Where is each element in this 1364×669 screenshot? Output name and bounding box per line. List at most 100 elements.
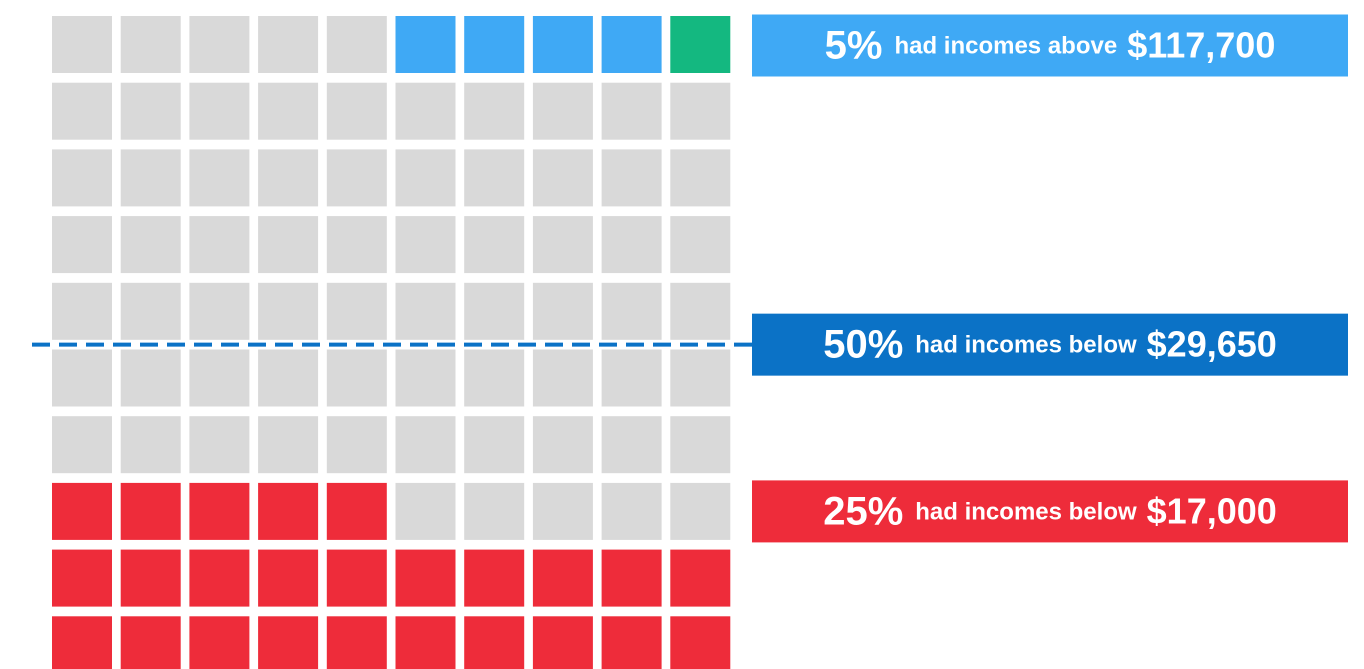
label-box — [752, 313, 1348, 376]
empty-square — [120, 149, 181, 207]
empty-square — [52, 416, 112, 474]
empty-square — [52, 149, 112, 207]
filled-square — [189, 616, 250, 669]
empty-square — [464, 416, 525, 474]
label-threshold: $117,700 — [1127, 24, 1275, 65]
empty-square — [601, 216, 662, 274]
empty-square — [326, 349, 387, 407]
filled-square — [120, 482, 181, 540]
empty-square — [601, 82, 662, 140]
empty-square — [52, 16, 112, 73]
empty-square — [52, 216, 112, 274]
empty-square — [258, 349, 319, 407]
empty-square — [464, 349, 525, 407]
empty-square — [258, 416, 319, 474]
label-percent: 25% — [823, 489, 903, 533]
empty-square — [532, 149, 593, 207]
filled-square — [52, 616, 112, 669]
filled-square — [258, 616, 319, 669]
empty-square — [670, 482, 731, 540]
empty-square — [258, 16, 319, 73]
empty-square — [326, 282, 387, 340]
empty-square — [532, 482, 593, 540]
filled-square — [52, 482, 112, 540]
filled-square — [670, 616, 731, 669]
label-text: 25% had incomes below $17,000 — [823, 489, 1277, 533]
filled-square — [601, 16, 662, 73]
empty-square — [464, 282, 525, 340]
empty-square — [670, 149, 731, 207]
empty-square — [670, 349, 731, 407]
empty-square — [532, 349, 593, 407]
empty-square — [189, 149, 250, 207]
empty-square — [326, 16, 387, 73]
filled-square — [189, 482, 250, 540]
label-box — [752, 480, 1348, 543]
filled-square — [601, 549, 662, 607]
empty-square — [189, 82, 250, 140]
filled-square — [532, 16, 593, 73]
empty-square — [601, 282, 662, 340]
empty-square — [601, 416, 662, 474]
empty-square — [189, 216, 250, 274]
empty-square — [120, 416, 181, 474]
empty-square — [258, 82, 319, 140]
empty-square — [532, 82, 593, 140]
empty-square — [326, 416, 387, 474]
empty-square — [52, 82, 112, 140]
empty-square — [395, 282, 456, 340]
filled-square — [326, 616, 387, 669]
empty-square — [189, 282, 250, 340]
empty-square — [395, 349, 456, 407]
filled-square — [670, 549, 731, 607]
empty-square — [326, 149, 387, 207]
empty-square — [326, 216, 387, 274]
filled-square — [258, 482, 319, 540]
filled-square — [670, 16, 731, 73]
empty-square — [189, 349, 250, 407]
filled-square — [326, 482, 387, 540]
label-desc: had incomes below — [915, 332, 1137, 359]
filled-square — [258, 549, 319, 607]
filled-square — [464, 616, 525, 669]
empty-square — [601, 349, 662, 407]
empty-square — [189, 16, 250, 73]
label-threshold: $17,000 — [1147, 490, 1277, 531]
empty-square — [601, 482, 662, 540]
empty-square — [532, 416, 593, 474]
empty-square — [464, 149, 525, 207]
empty-square — [532, 216, 593, 274]
empty-square — [120, 16, 181, 73]
empty-square — [464, 82, 525, 140]
empty-square — [395, 416, 456, 474]
empty-square — [395, 82, 456, 140]
filled-square — [464, 16, 525, 73]
filled-square — [52, 549, 112, 607]
empty-square — [670, 216, 731, 274]
empty-square — [395, 149, 456, 207]
empty-square — [395, 482, 456, 540]
label-desc: had incomes below — [915, 499, 1137, 526]
empty-square — [120, 216, 181, 274]
filled-square — [532, 549, 593, 607]
empty-square — [120, 282, 181, 340]
filled-square — [120, 616, 181, 669]
empty-square — [464, 216, 525, 274]
empty-square — [395, 216, 456, 274]
empty-square — [120, 82, 181, 140]
label-percent: 5% — [825, 23, 883, 67]
empty-square — [52, 349, 112, 407]
label-box — [752, 14, 1348, 77]
filled-square — [120, 549, 181, 607]
empty-square — [670, 82, 731, 140]
filled-square — [464, 549, 525, 607]
empty-square — [258, 282, 319, 340]
label-text: 50% had incomes below $29,650 — [823, 322, 1277, 366]
label-percent: 50% — [823, 322, 903, 366]
filled-square — [395, 549, 456, 607]
filled-square — [395, 616, 456, 669]
empty-square — [532, 282, 593, 340]
filled-square — [395, 16, 456, 73]
